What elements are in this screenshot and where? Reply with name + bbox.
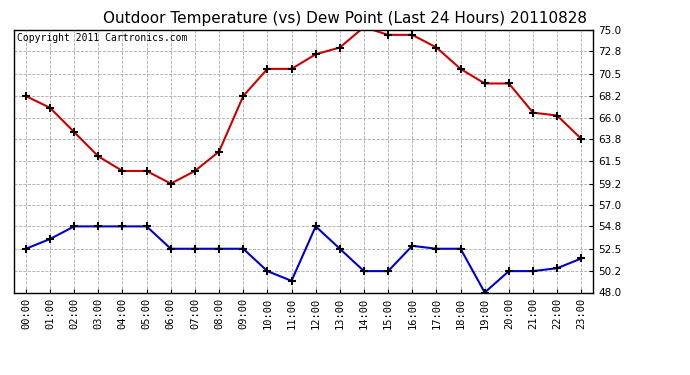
- Text: Copyright 2011 Cartronics.com: Copyright 2011 Cartronics.com: [17, 33, 187, 43]
- Text: Outdoor Temperature (vs) Dew Point (Last 24 Hours) 20110828: Outdoor Temperature (vs) Dew Point (Last…: [103, 11, 587, 26]
